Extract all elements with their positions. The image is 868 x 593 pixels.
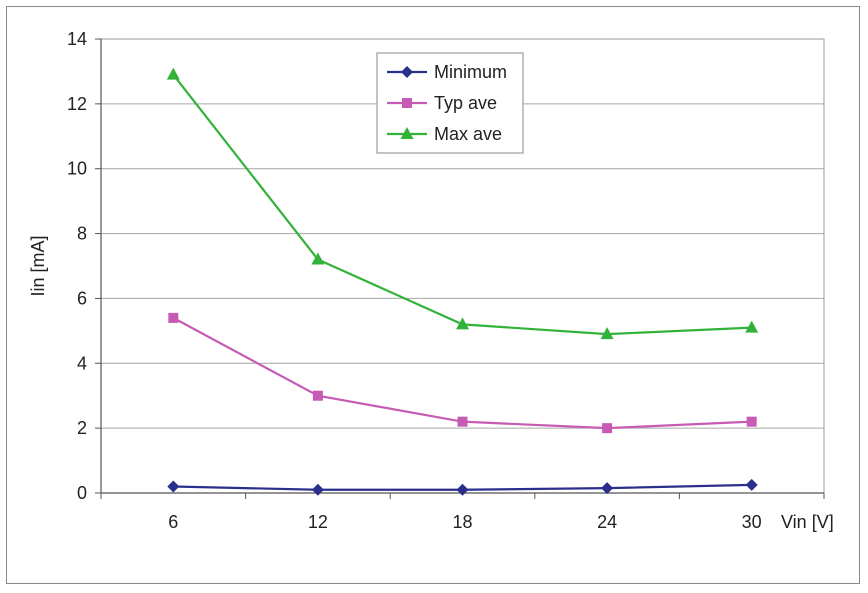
data-point-max-ave	[456, 317, 469, 330]
data-point-minimum	[311, 483, 324, 496]
legend-item-max-ave: Max ave	[387, 124, 502, 144]
y-axis-label: Iin [mA]	[28, 235, 48, 296]
legend-label-max-ave: Max ave	[434, 124, 502, 144]
x-tick-label: 24	[597, 512, 617, 532]
legend: Minimum Typ ave Max ave	[376, 52, 524, 154]
data-point-typ-ave	[602, 423, 613, 434]
x-tick-label: 6	[168, 512, 178, 532]
legend-label-minimum: Minimum	[434, 62, 507, 82]
data-point-typ-ave	[168, 312, 179, 323]
y-tick-label: 0	[77, 483, 87, 503]
legend-item-minimum: Minimum	[387, 62, 507, 82]
legend-label-typ-ave: Typ ave	[434, 93, 497, 113]
y-tick-label: 10	[67, 159, 87, 179]
x-tick-label: 18	[452, 512, 472, 532]
series-minimum	[167, 478, 758, 496]
y-tick-label: 6	[77, 288, 87, 308]
data-point-max-ave	[600, 327, 614, 340]
series-group	[166, 67, 759, 496]
data-point-typ-ave	[457, 416, 468, 427]
data-point-minimum	[745, 478, 758, 491]
legend-marker-typ-ave	[402, 98, 412, 108]
y-tick-label: 4	[77, 353, 87, 373]
y-tick-label: 8	[77, 224, 87, 244]
data-point-typ-ave	[312, 390, 323, 401]
x-tick-labels: 6 12 18 24 30	[168, 512, 761, 532]
data-point-typ-ave	[746, 416, 757, 427]
data-point-minimum	[167, 480, 180, 493]
x-axis-label: Vin [V]	[781, 512, 834, 532]
x-tick-label: 30	[742, 512, 762, 532]
data-point-minimum	[601, 482, 614, 495]
data-point-max-ave	[166, 67, 180, 80]
data-point-max-ave	[745, 320, 759, 333]
series-line-typ-ave	[172, 316, 752, 430]
y-tick-label: 12	[67, 94, 87, 114]
legend-item-typ-ave: Typ ave	[387, 93, 497, 113]
data-point-minimum	[456, 483, 469, 496]
y-tick-labels: 0 2 4 6 8 10 12 14	[67, 29, 87, 503]
y-tick-label: 14	[67, 29, 87, 49]
legend-marker-minimum	[401, 66, 413, 78]
x-tick-label: 12	[308, 512, 328, 532]
y-tick-label: 2	[77, 418, 87, 438]
data-point-max-ave	[311, 252, 325, 265]
series-typ-ave	[168, 312, 757, 434]
legend-marker-max-ave	[400, 127, 414, 139]
series-max-ave	[166, 67, 759, 340]
